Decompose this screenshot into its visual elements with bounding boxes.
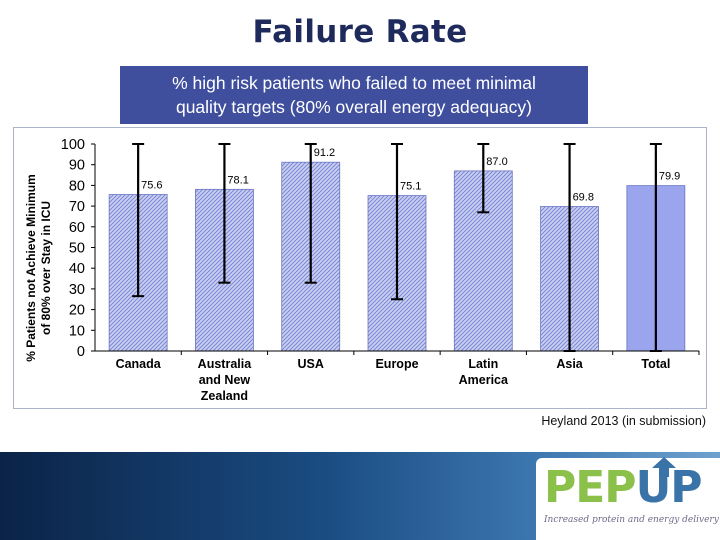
y-axis-label: % Patients not Achieve Minimum of 80% ov… xyxy=(24,174,53,362)
x-category-label: Total xyxy=(641,357,670,371)
data-label: 79.9 xyxy=(659,171,680,183)
logo-panel xyxy=(536,458,720,540)
y-tick-label: 10 xyxy=(69,323,85,339)
slide-title: Failure Rate xyxy=(252,14,468,50)
y-axis-label-line-1: % Patients not Achieve Minimum xyxy=(24,174,38,362)
y-tick-label: 100 xyxy=(61,137,85,153)
data-label: 75.1 xyxy=(400,181,421,193)
x-category-label: Australia and New Zealand xyxy=(198,357,253,403)
up-arrow-icon xyxy=(652,457,676,477)
subtitle-line-2: quality targets (80% overall energy adeq… xyxy=(175,97,533,117)
source-citation: Heyland 2013 (in submission) xyxy=(541,414,706,428)
x-category-label: Latin America xyxy=(459,357,509,387)
y-tick-label: 20 xyxy=(69,303,85,319)
y-tick-label: 40 xyxy=(69,261,85,277)
data-label: 91.2 xyxy=(314,147,335,159)
logo-text-pep: PEP xyxy=(544,462,637,513)
data-label: 69.8 xyxy=(573,192,594,204)
logo-text-up: UP xyxy=(635,462,703,513)
y-tick-label: 70 xyxy=(69,199,85,215)
x-category-label: Asia xyxy=(556,357,583,371)
x-category-label: Canada xyxy=(116,357,162,371)
subtitle-line-1: % high risk patients who failed to meet … xyxy=(172,73,536,93)
y-tick-label: 50 xyxy=(69,241,85,257)
x-category-label: USA xyxy=(298,357,324,371)
y-tick-label: 30 xyxy=(69,282,85,298)
y-tick-label: 80 xyxy=(69,178,85,194)
bar-chart: % Patients not Achieve Minimum of 80% ov… xyxy=(24,137,700,403)
data-label: 87.0 xyxy=(486,156,507,168)
y-tick-label: 90 xyxy=(69,158,85,174)
x-category-label: Europe xyxy=(375,357,418,371)
y-tick-label: 60 xyxy=(69,220,85,236)
y-axis-label-line-2: of 80% over Stay in ICU xyxy=(39,201,53,335)
logo-tagline: Increased protein and energy delivery xyxy=(544,515,719,525)
data-label: 78.1 xyxy=(227,174,248,186)
y-tick-label: 0 xyxy=(77,344,85,360)
subtitle-box: % high risk patients who failed to meet … xyxy=(120,66,588,124)
pepup-logo: PEPUP xyxy=(544,462,703,514)
data-label: 75.6 xyxy=(141,180,162,192)
